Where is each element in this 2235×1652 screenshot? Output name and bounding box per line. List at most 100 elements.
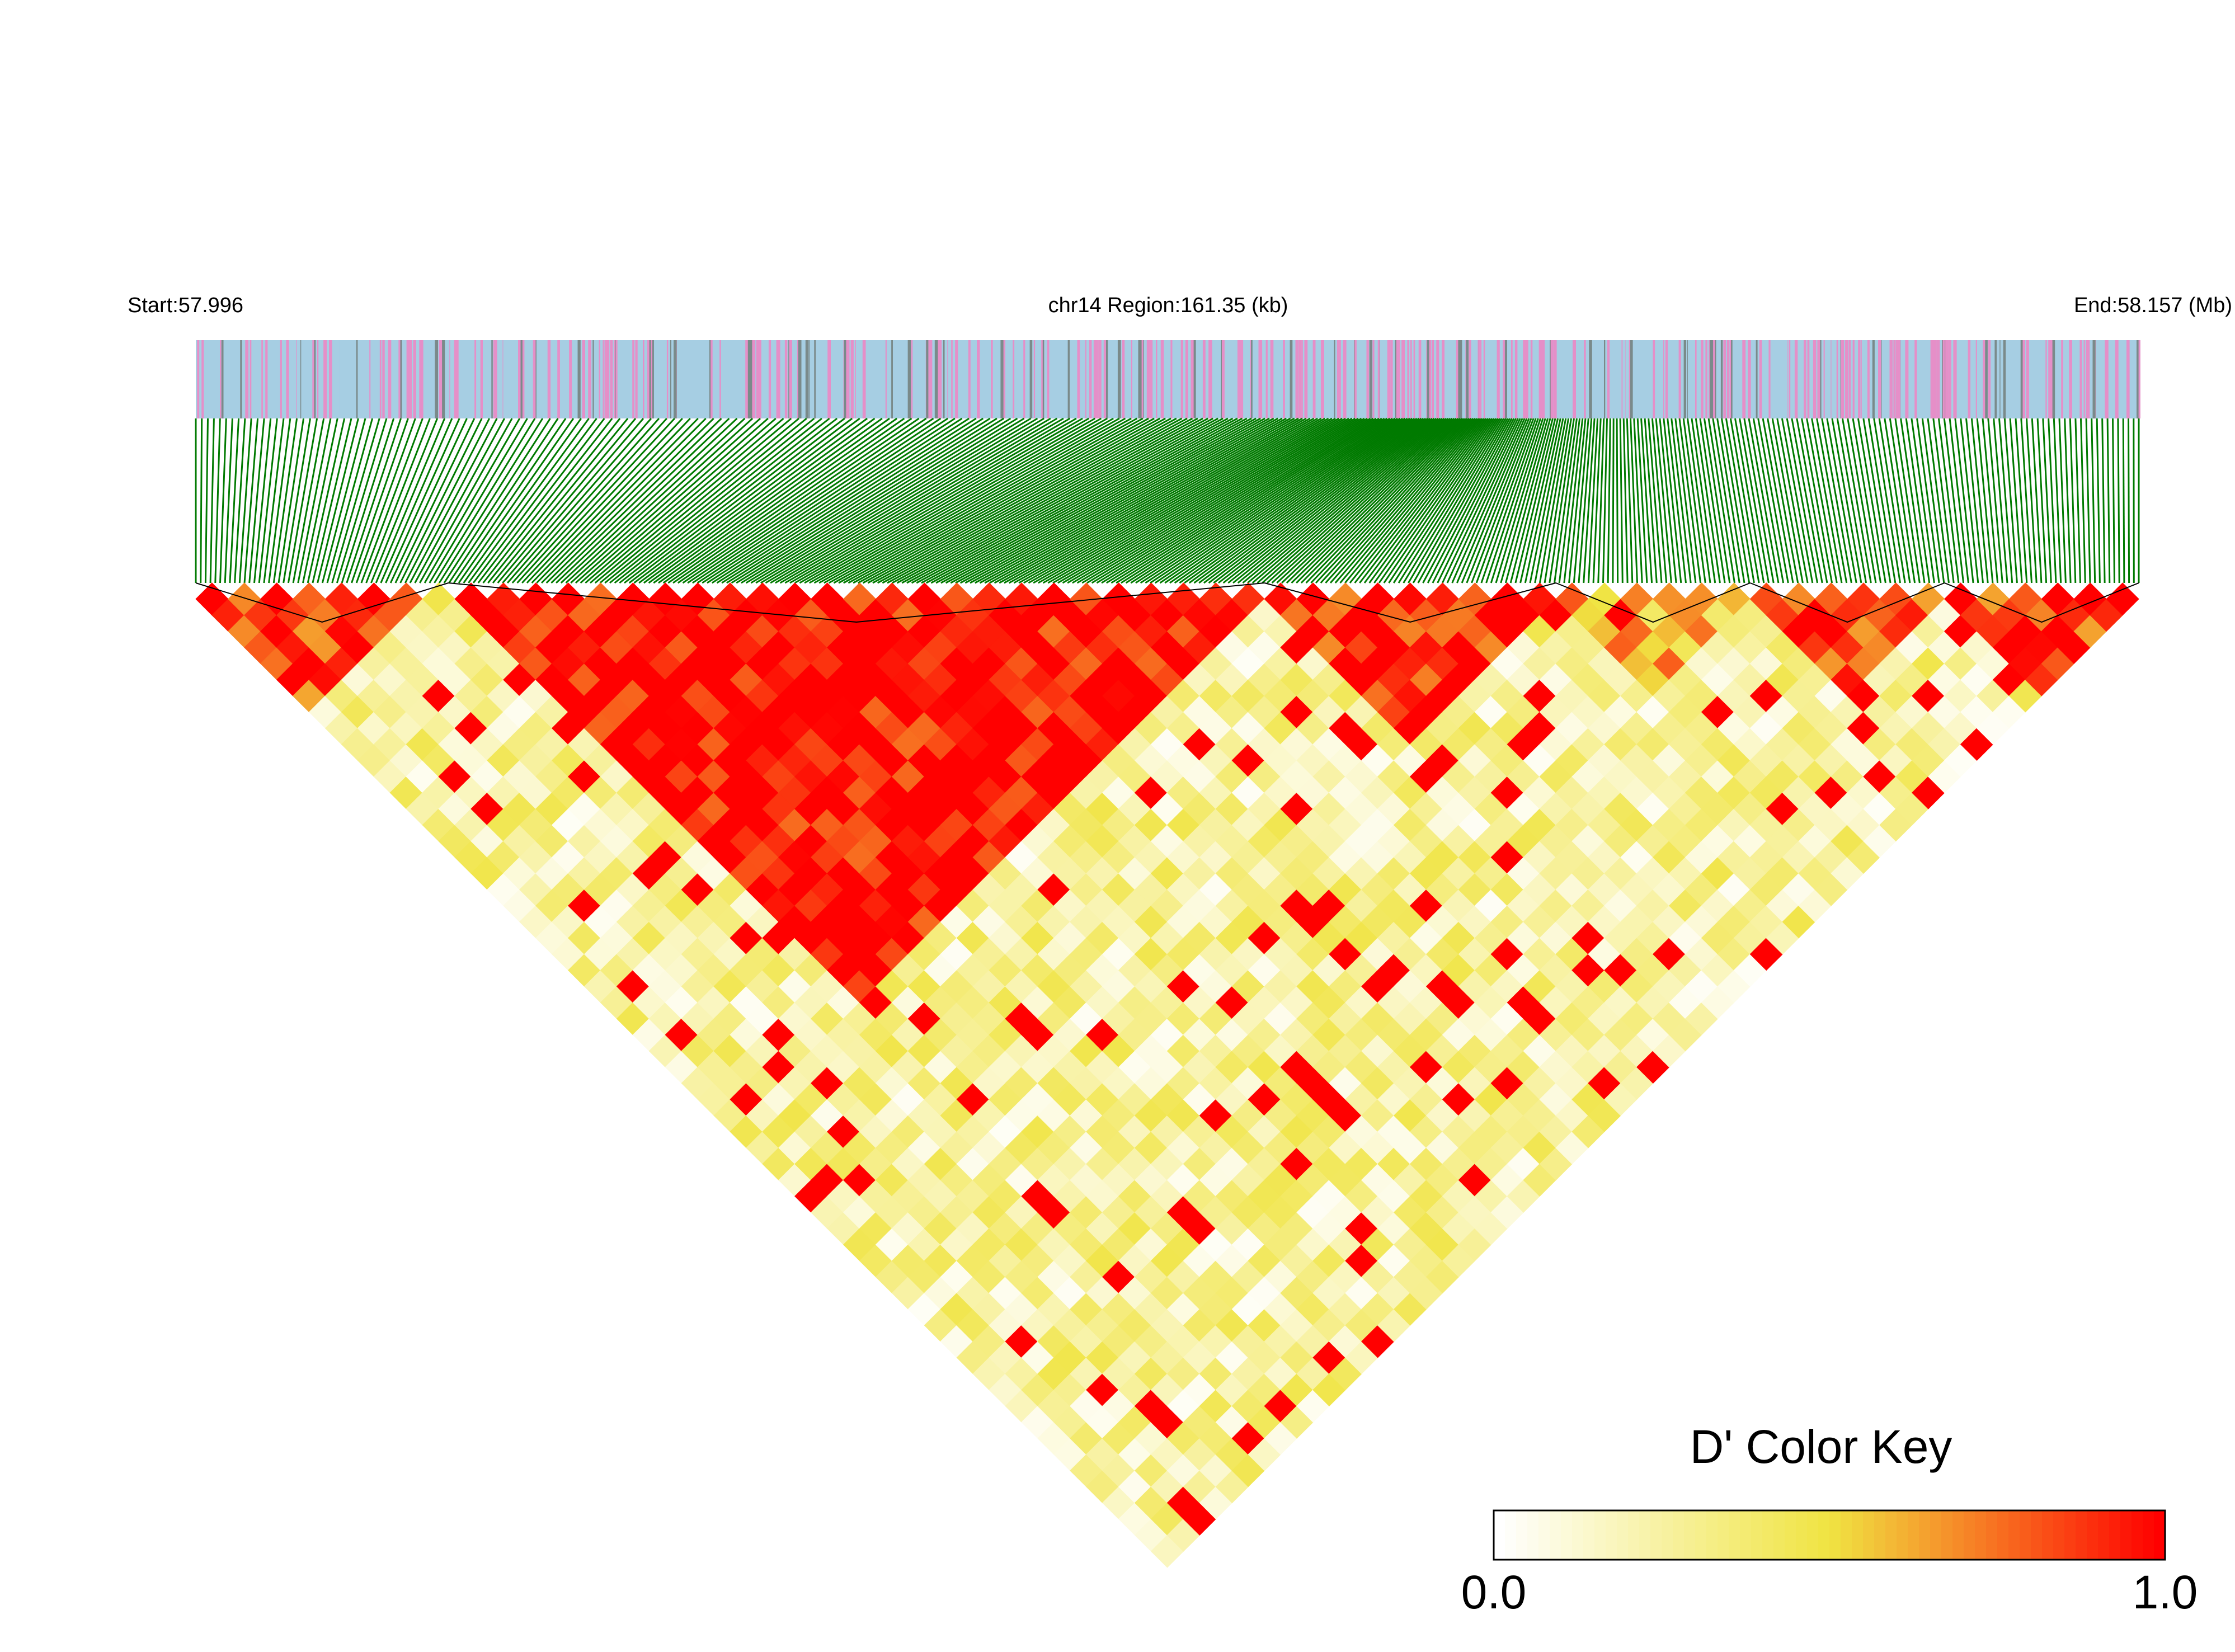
snp-connector-line bbox=[813, 417, 1108, 584]
color-key-border bbox=[1493, 1509, 2166, 1561]
snp-marker bbox=[808, 340, 810, 418]
snp-connector-line bbox=[1237, 417, 1439, 584]
color-key-swatch bbox=[1561, 1510, 1573, 1560]
snp-marker bbox=[1813, 340, 1816, 418]
snp-marker bbox=[1723, 340, 1726, 418]
snp-connector-line bbox=[804, 417, 1096, 584]
snp-marker bbox=[1314, 340, 1316, 418]
snp-connector-line bbox=[1965, 418, 1984, 583]
snp-connector-line bbox=[1213, 417, 1429, 584]
snp-marker bbox=[1156, 340, 1158, 418]
snp-connector-line bbox=[1427, 418, 1515, 583]
snp-connector-line bbox=[341, 418, 395, 583]
snp-marker bbox=[217, 340, 220, 418]
snp-marker bbox=[1126, 340, 1128, 418]
snp-connector-line bbox=[1451, 418, 1526, 583]
snp-marker bbox=[533, 340, 536, 418]
snp-marker bbox=[413, 340, 416, 418]
snp-connector-line bbox=[628, 417, 845, 584]
color-key-swatch bbox=[1718, 1510, 1729, 1560]
snp-connector-line bbox=[506, 418, 652, 583]
snp-marker bbox=[797, 340, 799, 418]
snp-marker bbox=[1914, 340, 1917, 418]
color-key-swatch bbox=[1572, 1510, 1584, 1560]
snp-marker bbox=[1290, 340, 1293, 418]
snp-connector-line bbox=[365, 418, 431, 583]
snp-connector-line bbox=[243, 418, 259, 583]
snp-marker bbox=[1530, 340, 1533, 418]
snp-connector-line bbox=[1028, 417, 1322, 584]
snp-connector-line bbox=[1329, 418, 1476, 583]
color-key-swatch bbox=[1986, 1510, 1998, 1560]
region-label: chr14 Region:161.35 (kb) bbox=[1048, 294, 1288, 317]
snp-connector-line bbox=[794, 417, 1083, 584]
snp-connector-line bbox=[1105, 417, 1374, 584]
snp-connector-line bbox=[463, 418, 582, 583]
snp-marker bbox=[629, 340, 633, 418]
snp-marker bbox=[1418, 340, 1422, 418]
snp-marker bbox=[1428, 340, 1432, 418]
snp-connector-line bbox=[848, 417, 1149, 584]
snp-connector-line bbox=[1203, 417, 1424, 584]
snp-marker bbox=[201, 340, 204, 418]
snp-connector-line bbox=[1739, 418, 1770, 583]
snp-connector-line bbox=[838, 417, 1138, 584]
snp-marker bbox=[457, 340, 459, 418]
snp-marker bbox=[1523, 340, 1526, 418]
snp-marker bbox=[594, 340, 596, 418]
snp-marker bbox=[221, 340, 224, 418]
snp-connector-line bbox=[745, 417, 1018, 584]
snp-connector-line bbox=[775, 417, 1058, 584]
snp-marker bbox=[951, 340, 953, 418]
snp-connector-line bbox=[536, 417, 699, 584]
snp-marker bbox=[1629, 340, 1630, 418]
snp-connector-line bbox=[1916, 418, 1940, 583]
snp-marker bbox=[1222, 340, 1225, 418]
snp-marker bbox=[1175, 340, 1178, 418]
snp-connector-line bbox=[970, 417, 1274, 584]
snp-marker bbox=[2092, 340, 2096, 418]
snp-connector-line bbox=[234, 418, 246, 583]
snp-marker bbox=[400, 340, 402, 418]
snp-marker bbox=[1599, 340, 1602, 418]
snp-marker bbox=[1948, 340, 1951, 418]
snp-marker bbox=[917, 340, 920, 418]
snp-connector-line bbox=[1403, 418, 1505, 583]
snp-connector-line bbox=[1725, 418, 1755, 583]
snp-marker bbox=[495, 340, 497, 418]
snp-marker bbox=[1086, 340, 1088, 418]
snp-connector-line bbox=[1987, 418, 2003, 583]
color-key-swatch bbox=[1829, 1510, 1841, 1560]
snp-marker bbox=[1029, 340, 1033, 418]
color-key-swatch bbox=[1841, 1510, 1852, 1560]
snp-marker bbox=[2137, 340, 2140, 418]
snp-connector-line bbox=[784, 417, 1071, 584]
snp-connector-line bbox=[1514, 418, 1556, 583]
snp-marker bbox=[783, 340, 785, 418]
snp-connector-line bbox=[1320, 417, 1472, 584]
snp-connector-line bbox=[721, 417, 984, 584]
snp-marker bbox=[482, 340, 485, 418]
snp-marker bbox=[778, 340, 780, 418]
color-key-swatch bbox=[1952, 1510, 1964, 1560]
snp-connector-line bbox=[1554, 418, 1578, 583]
snp-connector-line bbox=[1490, 418, 1544, 583]
snp-connector-line bbox=[1349, 418, 1483, 583]
snp-connector-line bbox=[1791, 418, 1823, 583]
snp-connector-line bbox=[346, 418, 402, 583]
snp-marker bbox=[1432, 340, 1434, 418]
snp-marker bbox=[1479, 340, 1482, 418]
snp-marker bbox=[1858, 340, 1861, 418]
snp-connector-line bbox=[302, 418, 338, 583]
snp-connector-line bbox=[1373, 418, 1493, 583]
snp-marker bbox=[844, 340, 847, 418]
snp-marker bbox=[1968, 340, 1971, 418]
snp-marker bbox=[977, 340, 980, 418]
snp-connector-line bbox=[1857, 418, 1886, 583]
snp-marker bbox=[2115, 340, 2119, 418]
snp-connector-line bbox=[1734, 418, 1765, 583]
color-key-swatch bbox=[1930, 1510, 1942, 1560]
snp-connector-line bbox=[1432, 418, 1517, 583]
snp-marker bbox=[491, 340, 493, 418]
snp-connector-line bbox=[380, 418, 453, 583]
